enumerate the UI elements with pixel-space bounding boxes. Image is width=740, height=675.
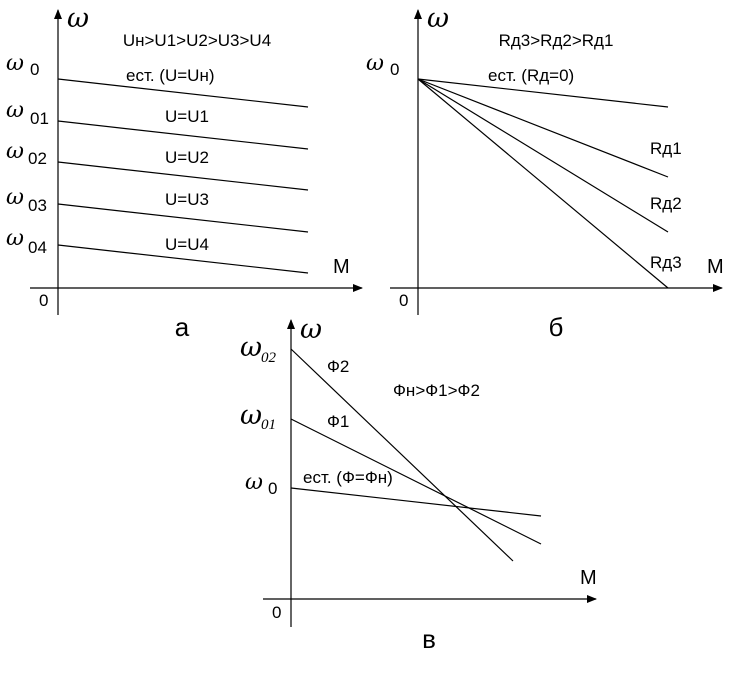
y-axis-label: ω xyxy=(427,3,449,34)
svg-text:ω: ω xyxy=(6,139,24,164)
characteristic-line xyxy=(57,120,309,150)
line-label: U=U3 xyxy=(165,190,209,209)
characteristic-line xyxy=(57,78,309,108)
line-label: U=U4 xyxy=(165,235,209,254)
svg-text:ω: ω xyxy=(6,51,24,76)
characteristic-line xyxy=(57,244,309,274)
svg-text:ω: ω xyxy=(240,400,262,431)
characteristic-line xyxy=(417,78,669,108)
svg-text:01: 01 xyxy=(261,417,276,433)
origin-label: 0 xyxy=(272,603,281,622)
characteristic-line xyxy=(417,78,669,289)
svg-text:0: 0 xyxy=(390,60,399,79)
condition-label: Rд3>Rд2>Rд1 xyxy=(499,31,614,50)
characteristic-line xyxy=(290,348,514,562)
svg-text:04: 04 xyxy=(28,238,47,257)
line-label: Ф2 xyxy=(327,357,349,376)
line-label: Ф1 xyxy=(327,412,349,431)
svg-text:03: 03 xyxy=(28,196,47,215)
panel-caption: в xyxy=(422,624,436,654)
characteristic-line xyxy=(290,487,542,517)
panel-a: ω Uн>U1>U2>U3>U4 ест. (U=Uн) U=U1 U=U2 U… xyxy=(6,3,363,342)
svg-text:ω: ω xyxy=(6,226,24,251)
line-label: Rд2 xyxy=(650,194,682,213)
svg-text:ω: ω xyxy=(245,470,263,495)
characteristic-line xyxy=(417,78,669,233)
condition-label: Фн>Ф1>Ф2 xyxy=(393,381,480,400)
panel-caption: а xyxy=(175,312,190,342)
svg-text:02: 02 xyxy=(28,149,47,168)
line-label: Rд3 xyxy=(650,253,682,272)
line-label: U=U2 xyxy=(165,148,209,167)
x-axis-label: M xyxy=(707,256,724,278)
y-axis-label: ω xyxy=(67,3,89,34)
svg-text:ω: ω xyxy=(240,332,262,363)
x-axis-label: M xyxy=(580,567,597,589)
characteristic-line xyxy=(57,203,309,233)
y-axis-label: ω xyxy=(300,314,322,345)
svg-text:0: 0 xyxy=(268,479,277,498)
condition-label: Uн>U1>U2>U3>U4 xyxy=(123,31,271,50)
svg-text:ω: ω xyxy=(6,98,24,123)
svg-text:ω: ω xyxy=(6,185,24,210)
line-label: U=U1 xyxy=(165,107,209,126)
line-label: ест. (U=Uн) xyxy=(126,66,215,85)
characteristic-line xyxy=(57,161,309,191)
line-label: Rд1 xyxy=(650,139,682,158)
svg-text:01: 01 xyxy=(30,109,49,128)
line-label: ест. (Rд=0) xyxy=(488,66,574,85)
origin-label: 0 xyxy=(39,291,48,310)
panel-caption: б xyxy=(549,312,564,342)
svg-text:ω: ω xyxy=(366,51,384,76)
x-axis-label: M xyxy=(333,256,350,278)
origin-label: 0 xyxy=(399,291,408,310)
svg-text:0: 0 xyxy=(30,60,39,79)
line-label: ест. (Ф=Фн) xyxy=(303,468,393,487)
characteristic-line xyxy=(290,418,542,545)
svg-text:02: 02 xyxy=(261,350,277,366)
characteristic-line xyxy=(417,78,669,178)
